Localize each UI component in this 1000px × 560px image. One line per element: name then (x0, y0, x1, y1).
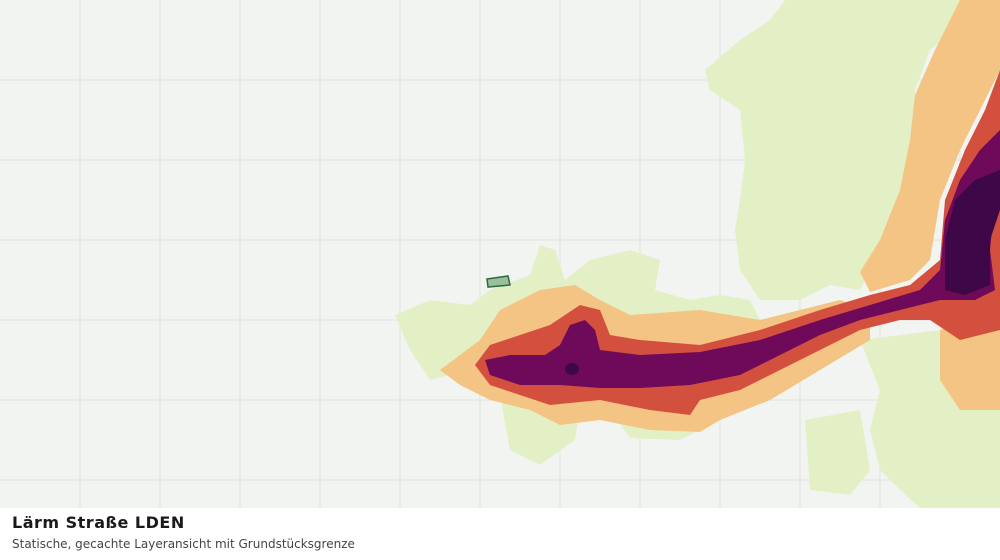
noise-zone (945, 170, 1000, 295)
map-title: Lärm Straße LDEN (12, 513, 185, 532)
noise-zone (705, 0, 960, 300)
noise-zone (805, 410, 870, 495)
map-subtitle: Statische, gecachte Layeransicht mit Gru… (12, 537, 355, 551)
noise-zone (565, 363, 579, 375)
caption-panel (0, 508, 1000, 560)
noise-zone (475, 70, 1000, 415)
noise-zone (485, 130, 1000, 388)
noise-zone (860, 0, 1000, 292)
parcel-boundary[interactable] (486, 275, 511, 288)
